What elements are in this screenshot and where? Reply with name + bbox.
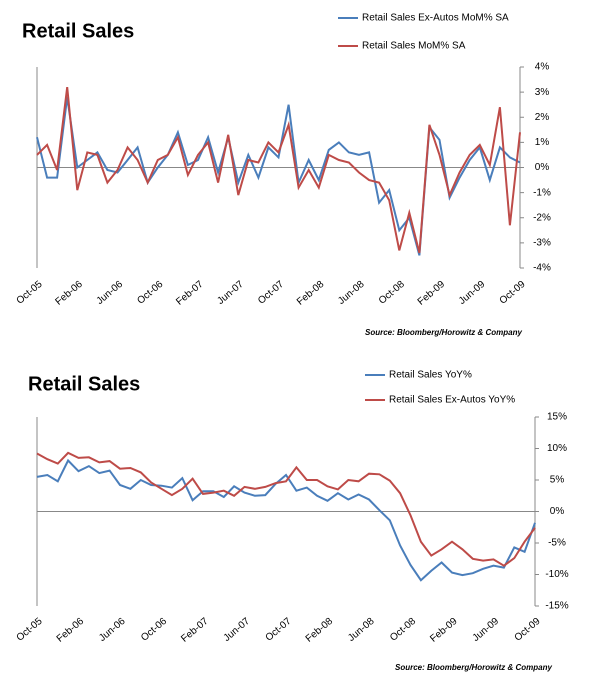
y-tick-label: 10% [547, 443, 567, 454]
y-tick-label: -15% [545, 601, 568, 612]
y-tick-label: -1% [533, 187, 551, 198]
y-tick-label: 4% [535, 62, 550, 73]
y-tick-label: 5% [550, 475, 565, 486]
y-tick-label: -3% [533, 238, 551, 249]
y-tick-label: -10% [545, 569, 568, 580]
y-tick-label: 2% [535, 112, 550, 123]
chart-title: Retail Sales [22, 20, 134, 42]
y-tick-label: 0% [535, 162, 550, 173]
x-tick-label: Oct-08 [388, 616, 418, 644]
x-tick-label: Jun-06 [95, 279, 126, 307]
x-tick-label: Oct-05 [15, 279, 45, 307]
x-tick-label: Oct-06 [135, 279, 165, 307]
x-tick-label: Oct-07 [264, 616, 294, 644]
source: Source: Bloomberg/Horowitz & Company [395, 663, 552, 672]
x-tick-label: Oct-07 [256, 279, 286, 307]
x-tick-label: Feb-06 [55, 616, 87, 645]
legend-label: Retail Sales Ex-Autos MoM% SA [362, 13, 509, 24]
x-tick-label: Jun-09 [471, 616, 502, 644]
x-tick-label: Feb-06 [54, 279, 86, 308]
x-tick-label: Feb-09 [428, 616, 460, 645]
x-tick-label: Oct-09 [513, 616, 543, 644]
x-tick-label: Oct-08 [377, 279, 407, 307]
series-line [36, 458, 536, 582]
series-line [36, 97, 521, 256]
series-line [36, 86, 521, 254]
legend-label: Retail Sales YoY% [389, 370, 472, 381]
y-tick-label: 1% [535, 137, 550, 148]
x-tick-label: Oct-06 [139, 616, 169, 644]
y-tick-label: -2% [533, 212, 551, 223]
x-tick-label: Feb-08 [295, 279, 327, 308]
y-tick-label: 0% [550, 506, 565, 517]
y-tick-label: -4% [533, 263, 551, 274]
y-tick-label: -5% [548, 538, 566, 549]
chart-title: Retail Sales [28, 373, 140, 395]
series-line [36, 451, 536, 567]
x-tick-label: Feb-08 [304, 616, 336, 645]
x-tick-label: Feb-07 [179, 616, 211, 645]
x-tick-label: Jun-06 [97, 616, 128, 644]
legend-label: Retail Sales MoM% SA [362, 41, 466, 52]
legend-label: Retail Sales Ex-Autos YoY% [389, 395, 515, 406]
y-tick-label: 15% [547, 412, 567, 423]
x-tick-label: Feb-07 [174, 279, 206, 308]
x-tick-label: Feb-09 [416, 279, 448, 308]
x-tick-label: Jun-07 [222, 616, 253, 644]
source: Source: Bloomberg/Horowitz & Company [365, 328, 522, 337]
x-tick-label: Jun-08 [346, 616, 377, 644]
x-tick-label: Jun-07 [215, 279, 246, 307]
x-tick-label: Oct-05 [15, 616, 45, 644]
y-tick-label: 3% [535, 87, 550, 98]
x-tick-label: Jun-09 [457, 279, 488, 307]
x-tick-label: Oct-09 [498, 279, 528, 307]
x-tick-label: Jun-08 [336, 279, 367, 307]
